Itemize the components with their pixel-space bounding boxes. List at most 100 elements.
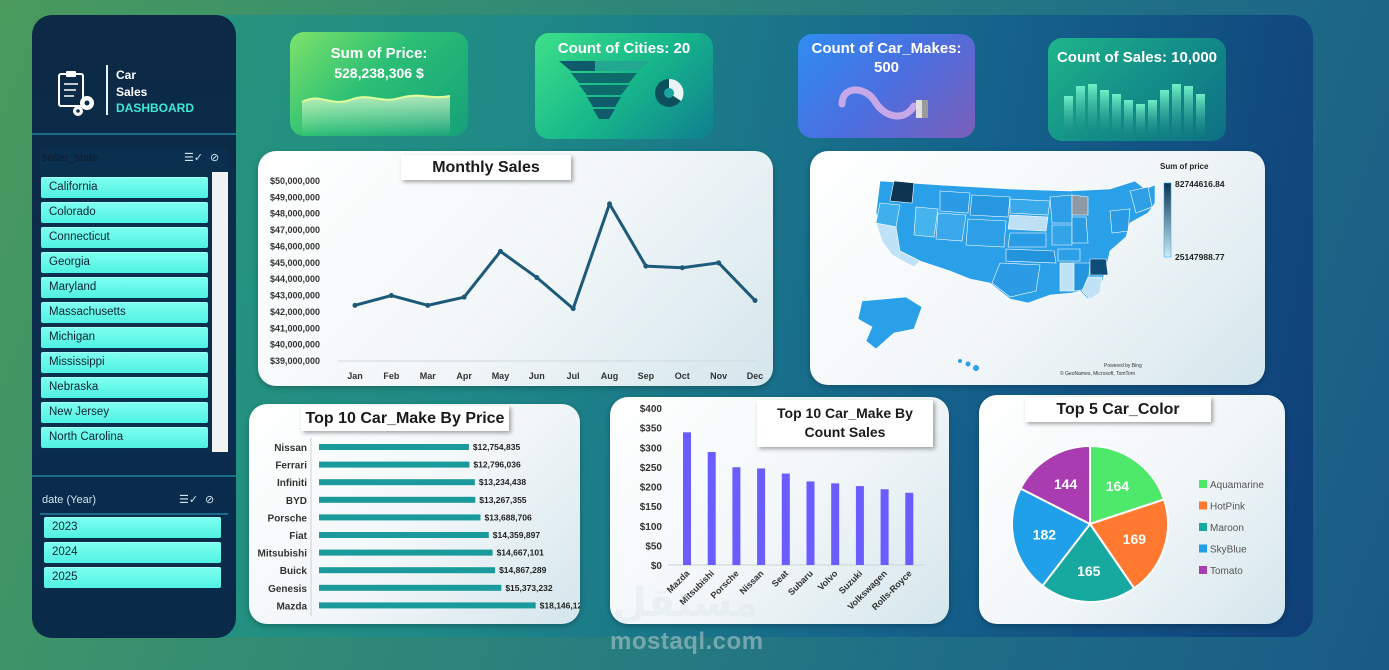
pie-value-label: 144	[1054, 476, 1078, 492]
map-credit-geonames: © GeoNames, Microsoft, TomTom	[1060, 371, 1135, 377]
pie-slice[interactable]	[1019, 444, 1091, 526]
pie-slice[interactable]	[1088, 498, 1169, 590]
top-count-bar[interactable]	[806, 481, 815, 565]
state-slicer-scrollbar[interactable]	[212, 172, 228, 452]
top-count-panel: Top 10 Car_Make By Count Sales $400 $350 $…	[610, 397, 949, 624]
top-count-bar[interactable]	[905, 492, 914, 565]
monthly-ytick-label: $45,000,000	[270, 258, 320, 268]
kpi-count-car-makes-label: Count of Car_Makes:	[811, 40, 962, 57]
top-count-bar[interactable]	[732, 467, 741, 565]
state-slicer-item[interactable]: Connecticut	[41, 227, 208, 248]
sum-price-sparkline-icon	[301, 94, 451, 136]
top-count-bar[interactable]	[757, 468, 766, 565]
top-price-chart: Nissan $12,754,835 Ferrari $12,796,036 Infin…	[258, 438, 580, 616]
sidebar-divider	[32, 133, 236, 135]
monthly-data-point[interactable]	[716, 260, 722, 266]
monthly-xtick-label: Dec	[747, 371, 764, 381]
top-count-xtick-label: Subaru	[786, 568, 815, 597]
top-count-bar[interactable]	[781, 473, 790, 565]
monthly-data-point[interactable]	[461, 294, 467, 300]
monthly-data-point[interactable]	[570, 306, 576, 312]
wave-gauge-icon	[838, 86, 928, 120]
map-credit-bing: Powered by Bing	[1104, 363, 1142, 369]
multi-select-icon[interactable]: ☰✓	[184, 152, 204, 164]
year-slicer-item[interactable]: 2024	[44, 542, 221, 563]
state-slicer-item[interactable]: Maryland	[41, 277, 208, 298]
kpi-count-sales-label: Count of Sales: 10,000	[1056, 49, 1218, 66]
top-price-data-label: $18,146,129	[540, 600, 580, 610]
usa-map-icon	[857, 180, 1172, 371]
top-count-bar[interactable]	[880, 489, 889, 565]
monthly-data-point[interactable]	[679, 265, 685, 271]
monthly-xtick-label: Jun	[529, 371, 545, 381]
top-price-bar[interactable]	[319, 532, 489, 538]
pie-slice[interactable]	[1011, 487, 1092, 588]
monthly-data-point[interactable]	[643, 263, 649, 269]
top-price-bar[interactable]	[319, 602, 536, 609]
clear-filter-icon[interactable]: ⊘	[205, 494, 215, 506]
top-count-bar[interactable]	[683, 432, 691, 565]
top-price-data-label: $14,359,897	[493, 530, 541, 540]
pie-slice[interactable]	[1089, 444, 1166, 526]
pie-value-label: 165	[1077, 563, 1101, 579]
dashboard-logo: Car Sales DASHBOARD	[56, 65, 226, 135]
monthly-ytick-label: $44,000,000	[270, 274, 320, 284]
logo-separator	[106, 65, 108, 115]
multi-select-icon[interactable]: ☰✓	[179, 494, 199, 506]
top-count-bar[interactable]	[855, 486, 864, 565]
pie-slice[interactable]	[1041, 522, 1136, 603]
logo-text-dashboard: DASHBOARD	[116, 101, 194, 115]
top-price-category-label: Porsche	[268, 513, 308, 524]
year-slicer-item[interactable]: 2025	[44, 567, 221, 588]
watermark-logo: مستقل	[612, 580, 759, 626]
state-slicer-item[interactable]: Massachusetts	[41, 302, 208, 323]
top-price-bar[interactable]	[319, 549, 493, 556]
pie-legend-label: HotPink	[1210, 502, 1246, 513]
state-slicer-item[interactable]: North Carolina	[41, 427, 208, 448]
logo-text-sales: Sales	[116, 85, 148, 99]
kpi-count-car-makes: Count of Car_Makes: 500	[798, 34, 975, 138]
state-slicer-item[interactable]: Colorado	[41, 202, 208, 223]
pie-value-label: 164	[1106, 478, 1130, 494]
top-price-category-label: Ferrari	[275, 461, 307, 472]
top-price-bar[interactable]	[319, 496, 476, 503]
state-slicer-item[interactable]: Georgia	[41, 252, 208, 273]
top-price-bar[interactable]	[319, 514, 481, 521]
monthly-xtick-label: Mar	[420, 371, 437, 381]
monthly-data-point[interactable]	[425, 302, 431, 308]
monthly-data-point[interactable]	[388, 293, 394, 299]
monthly-data-point[interactable]	[607, 201, 613, 207]
top-price-data-label: $15,373,232	[505, 583, 553, 593]
sidebar-divider	[32, 475, 236, 477]
top-price-bar[interactable]	[319, 584, 502, 591]
pie-legend-label: Tomato	[1210, 566, 1243, 577]
monthly-data-point[interactable]	[534, 275, 540, 281]
state-slicer-item[interactable]: California	[41, 177, 208, 198]
monthly-data-point[interactable]	[497, 248, 503, 254]
state-slicer-item[interactable]: Mississippi	[41, 352, 208, 373]
top-price-data-label: $12,796,036	[473, 460, 521, 470]
top-price-bar[interactable]	[319, 479, 475, 486]
pie-value-label: 182	[1033, 526, 1057, 542]
year-slicer-item[interactable]: 2023	[44, 517, 221, 538]
top-price-bar[interactable]	[319, 461, 470, 468]
top-price-data-label: $14,867,289	[499, 565, 547, 575]
top-count-ytick-label: $400	[640, 404, 663, 415]
state-slicer-item[interactable]: New Jersey	[41, 402, 208, 423]
kpi-count-cities-label: Count of Cities: 20	[557, 40, 691, 57]
state-slicer-item[interactable]: Nebraska	[41, 377, 208, 398]
top-price-category-label: Nissan	[274, 443, 307, 454]
top-count-bar[interactable]	[707, 451, 716, 565]
state-slicer-item[interactable]: Michigan	[41, 327, 208, 348]
monthly-data-point[interactable]	[752, 297, 758, 303]
clear-filter-icon[interactable]: ⊘	[210, 152, 220, 164]
monthly-data-point[interactable]	[352, 302, 358, 308]
top-price-data-label: $13,234,438	[479, 477, 527, 487]
top-price-bar[interactable]	[319, 444, 469, 450]
pie-legend-label: Aquamarine	[1210, 480, 1264, 491]
top-count-bar[interactable]	[831, 483, 840, 565]
year-slicer-header: date (Year) ☰✓ ⊘	[40, 491, 228, 511]
top-price-category-label: Mazda	[276, 601, 307, 612]
top-price-bar[interactable]	[319, 567, 496, 574]
pie-legend-swatch	[1199, 544, 1207, 553]
